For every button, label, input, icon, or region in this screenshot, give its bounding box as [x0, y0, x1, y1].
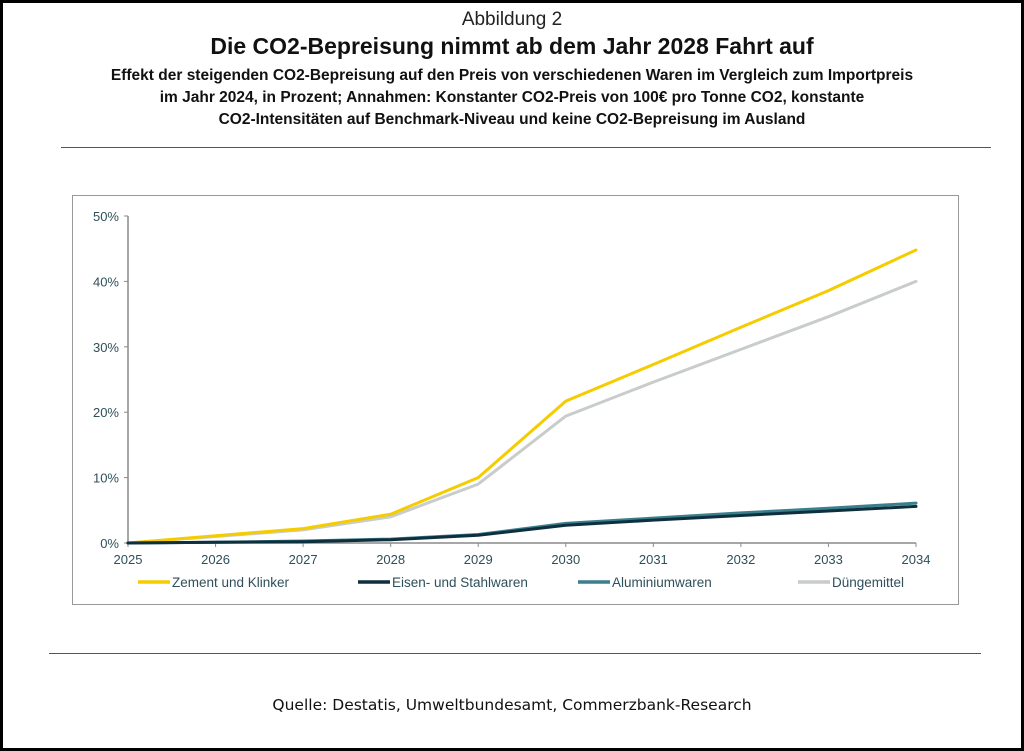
subtitle-line: im Jahr 2024, in Prozent; Annahmen: Kons… — [159, 89, 865, 106]
chart-title: Die CO2-Bepreisung nimmt ab dem Jahr 202… — [210, 33, 814, 59]
chart-panel: 0% 10% 20% 30% 40% 50% 2025 2026 2027 2028 2029 203… — [72, 195, 959, 605]
x-tick-label: 2026 — [201, 552, 230, 567]
legend-label: Aluminiumwaren — [612, 575, 712, 590]
y-tick-label: 30% — [93, 340, 119, 355]
x-tick-label: 2027 — [289, 552, 318, 567]
subtitle-line: CO2-Intensitäten auf Benchmark-Niveau un… — [218, 111, 806, 128]
x-tick-label: 2029 — [464, 552, 493, 567]
x-tick-label: 2031 — [639, 552, 668, 567]
x-tick-label: 2034 — [902, 552, 931, 567]
x-tick-label: 2028 — [376, 552, 405, 567]
legend-label: Eisen- und Stahlwaren — [392, 575, 528, 590]
x-tick-label: 2030 — [551, 552, 580, 567]
series-line-aluminiumwaren — [126, 501, 918, 545]
y-tick-label: 10% — [93, 471, 119, 486]
series-line-düngemittel — [126, 279, 918, 545]
x-tick-label: 2032 — [726, 552, 755, 567]
y-tick-label: 50% — [93, 209, 119, 224]
divider-bottom — [49, 653, 981, 654]
x-tick-label: 2025 — [114, 552, 143, 567]
legend-label: Zement und Klinker — [172, 575, 290, 590]
series-line-eisen-und-stahlwaren — [126, 504, 918, 545]
axes: 0% 10% 20% 30% 40% 50% 2025 2026 2027 2028 2029 203… — [93, 209, 930, 567]
chart-subtitle: Effekt der steigenden CO2-Bepreisung auf… — [33, 65, 991, 131]
x-tick-label: 2033 — [814, 552, 843, 567]
subtitle-line: Effekt der steigenden CO2-Bepreisung auf… — [110, 67, 914, 84]
legend-label: Düngemittel — [832, 575, 904, 590]
source-note: Quelle: Destatis, Umweltbundesamt, Comme… — [272, 696, 752, 714]
series-line-zement-und-klinker — [126, 248, 918, 545]
series-lines — [126, 248, 918, 545]
y-tick-label: 40% — [93, 274, 119, 289]
line-chart: 0% 10% 20% 30% 40% 50% 2025 2026 2027 2028 2029 203… — [93, 209, 930, 590]
y-tick-label: 20% — [93, 405, 119, 420]
figure-label: Abbildung 2 — [461, 9, 563, 30]
y-tick-label: 0% — [100, 536, 119, 551]
divider-top — [61, 147, 991, 148]
legend: Zement und Klinker Eisen- und Stahlwaren A… — [138, 575, 904, 590]
